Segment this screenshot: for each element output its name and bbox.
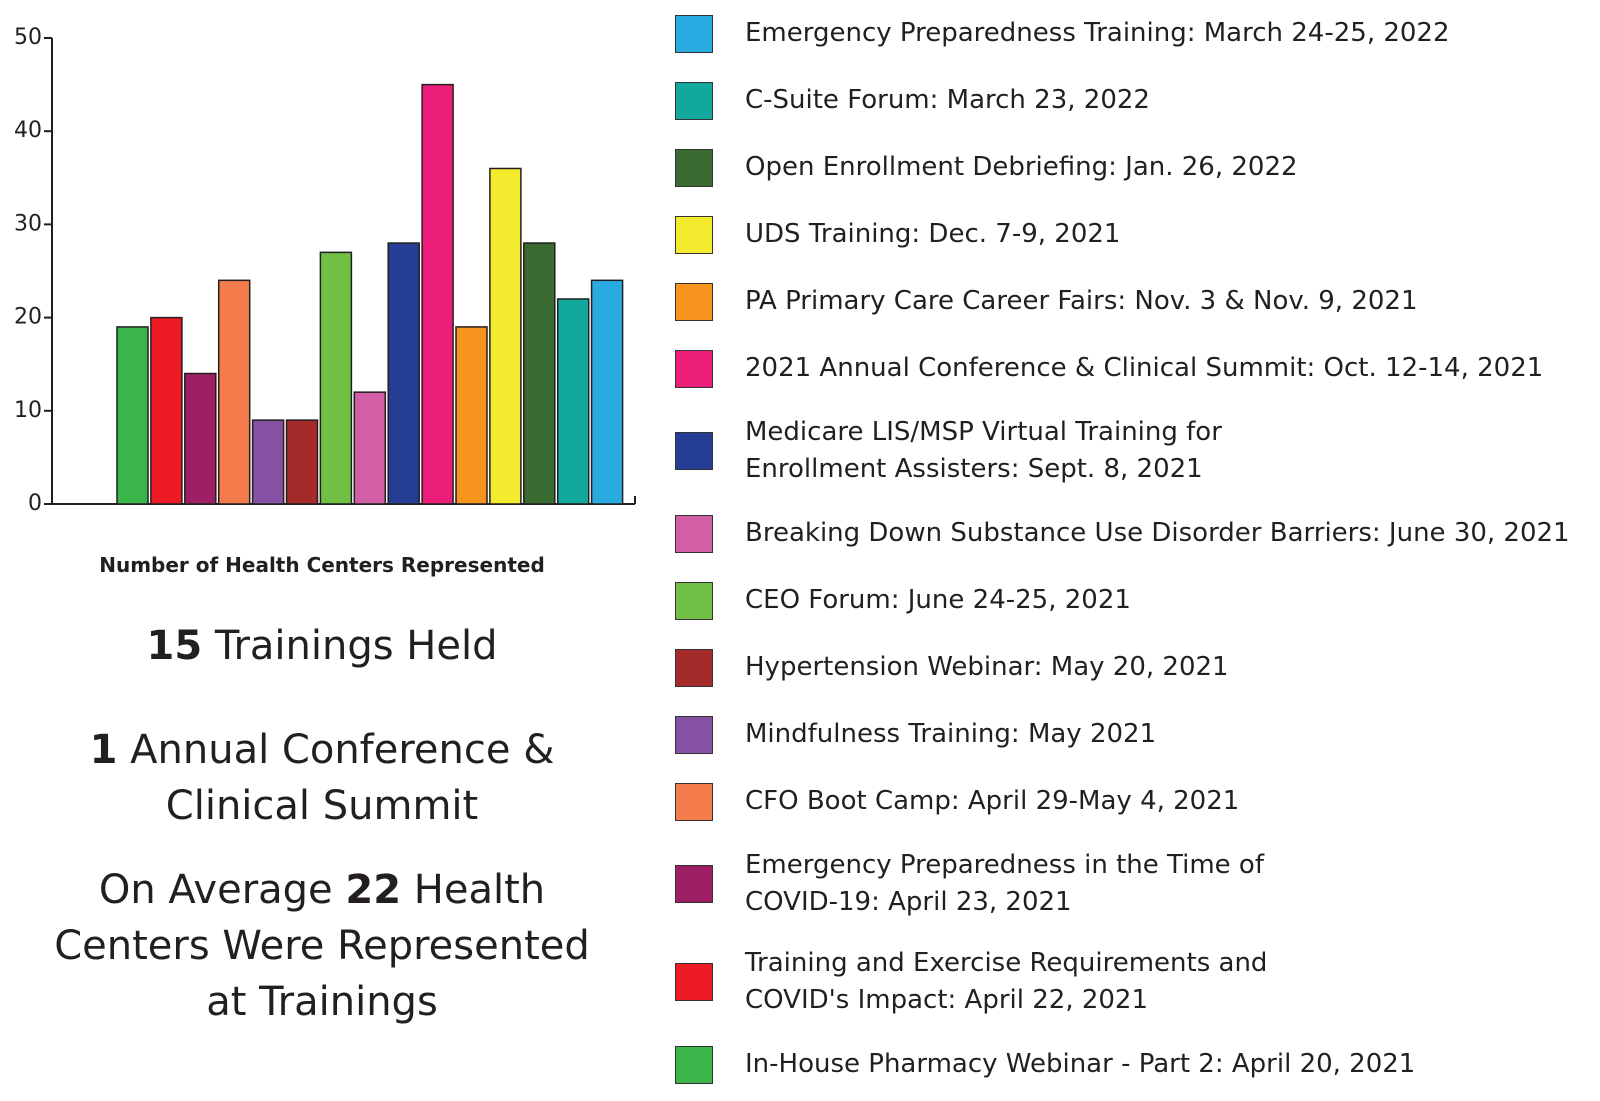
bar xyxy=(421,83,454,505)
legend-swatch xyxy=(675,782,713,821)
legend-swatch xyxy=(675,432,713,470)
legend-item: Open Enrollment Debriefing: Jan. 26, 202… xyxy=(675,134,1595,201)
legend: Emergency Preparedness Training: March 2… xyxy=(675,0,1595,1098)
stat: On Average 22 Health Centers Were Repres… xyxy=(22,862,622,1030)
stat-text: On Average xyxy=(98,867,346,913)
stat-number: 22 xyxy=(345,867,402,913)
legend-item: In-House Pharmacy Webinar - Part 2: Apri… xyxy=(675,1031,1595,1098)
legend-label: Emergency Preparedness Training: March 2… xyxy=(745,18,1450,48)
y-tick-label: 10 xyxy=(14,398,42,423)
bar xyxy=(251,419,285,505)
bar xyxy=(489,167,522,505)
legend-swatch xyxy=(675,865,713,903)
legend-label: In-House Pharmacy Webinar - Part 2: Apri… xyxy=(745,1049,1416,1079)
stat: 1 Annual Conference & Clinical Summit xyxy=(22,722,622,834)
legend-label: Breaking Down Substance Use Disorder Bar… xyxy=(745,518,1570,548)
y-tick-label: 30 xyxy=(14,211,42,236)
bar xyxy=(116,326,149,505)
legend-swatch xyxy=(675,349,713,388)
legend-item: Hypertension Webinar: May 20, 2021 xyxy=(675,634,1595,701)
legend-item: Medicare LIS/MSP Virtual Training for En… xyxy=(675,402,1595,500)
chart: 0 10 20 30 40 50 xyxy=(14,25,636,516)
legend-label: Hypertension Webinar: May 20, 2021 xyxy=(745,652,1229,682)
y-tick-label: 40 xyxy=(14,118,42,143)
stat-text: Annual Conference & Clinical Summit xyxy=(130,727,555,829)
y-tick-label: 0 xyxy=(28,491,42,516)
stat-text: Health Centers Were Represented at Train… xyxy=(54,867,590,1025)
legend-item: 2021 Annual Conference & Clinical Summit… xyxy=(675,335,1595,402)
bar xyxy=(319,251,353,505)
legend-swatch xyxy=(675,963,713,1001)
x-axis-title: Number of Health Centers Represented xyxy=(99,553,545,577)
legend-label: Open Enrollment Debriefing: Jan. 26, 202… xyxy=(745,152,1298,182)
legend-swatch xyxy=(675,581,713,620)
legend-item: CFO Boot Camp: April 29-May 4, 2021 xyxy=(675,768,1595,835)
legend-swatch xyxy=(675,648,713,687)
legend-item: UDS Training: Dec. 7-9, 2021 xyxy=(675,201,1595,268)
legend-label: Training and Exercise Requirements and C… xyxy=(745,948,1268,1015)
legend-swatch xyxy=(675,14,713,53)
legend-item: C-Suite Forum: March 23, 2022 xyxy=(675,67,1595,134)
legend-label: Mindfulness Training: May 2021 xyxy=(745,719,1157,749)
legend-label: Emergency Preparedness in the Time of CO… xyxy=(745,850,1264,917)
stat-number: 1 xyxy=(89,727,118,773)
legend-item: Training and Exercise Requirements and C… xyxy=(675,933,1595,1031)
legend-swatch xyxy=(675,715,713,754)
stat: 15 Trainings Held xyxy=(22,618,622,674)
bar xyxy=(150,316,183,505)
legend-swatch xyxy=(675,1045,713,1084)
legend-label: UDS Training: Dec. 7-9, 2021 xyxy=(745,219,1121,249)
legend-swatch xyxy=(675,81,713,120)
bar xyxy=(590,279,624,505)
bar xyxy=(556,298,590,505)
bar xyxy=(455,326,488,505)
legend-swatch xyxy=(675,514,713,553)
legend-item: PA Primary Care Career Fairs: Nov. 3 & N… xyxy=(675,268,1595,335)
legend-label: Medicare LIS/MSP Virtual Training for En… xyxy=(745,417,1222,484)
bar xyxy=(353,391,387,505)
stat-number: 15 xyxy=(146,623,203,669)
legend-item: Emergency Preparedness in the Time of CO… xyxy=(675,835,1595,933)
legend-label: CFO Boot Camp: April 29-May 4, 2021 xyxy=(745,786,1240,816)
legend-item: Mindfulness Training: May 2021 xyxy=(675,701,1595,768)
legend-label: CEO Forum: June 24-25, 2021 xyxy=(745,585,1131,615)
stat-text: Trainings Held xyxy=(202,623,498,669)
legend-label: C-Suite Forum: March 23, 2022 xyxy=(745,85,1150,115)
legend-item: Breaking Down Substance Use Disorder Bar… xyxy=(675,500,1595,567)
legend-item: CEO Forum: June 24-25, 2021 xyxy=(675,567,1595,634)
bar xyxy=(217,279,251,505)
legend-swatch xyxy=(675,148,713,187)
legend-label: 2021 Annual Conference & Clinical Summit… xyxy=(745,353,1544,383)
bar xyxy=(184,372,217,505)
bar xyxy=(523,242,556,505)
legend-item: Emergency Preparedness Training: March 2… xyxy=(675,0,1595,67)
bar xyxy=(387,242,420,505)
bar xyxy=(285,419,319,505)
y-tick-label: 20 xyxy=(14,305,42,330)
legend-swatch xyxy=(675,215,713,254)
y-tick-label: 50 xyxy=(14,25,42,50)
legend-label: PA Primary Care Career Fairs: Nov. 3 & N… xyxy=(745,286,1418,316)
legend-swatch xyxy=(675,282,713,321)
